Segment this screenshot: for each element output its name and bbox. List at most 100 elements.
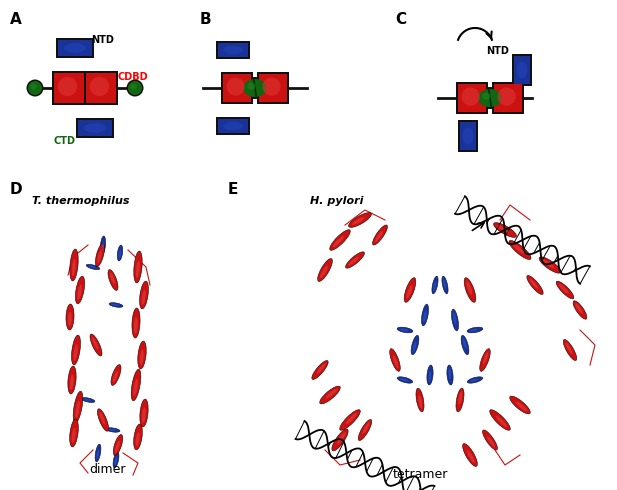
Ellipse shape	[565, 343, 573, 354]
Ellipse shape	[128, 81, 142, 95]
Ellipse shape	[312, 361, 328, 379]
Ellipse shape	[133, 379, 138, 396]
Ellipse shape	[512, 244, 524, 254]
Ellipse shape	[464, 278, 476, 302]
Ellipse shape	[223, 122, 242, 130]
Ellipse shape	[573, 301, 587, 319]
Ellipse shape	[317, 364, 326, 374]
Ellipse shape	[140, 399, 148, 427]
Ellipse shape	[407, 285, 412, 299]
Ellipse shape	[483, 352, 489, 365]
Bar	[52, 71, 86, 105]
Ellipse shape	[320, 386, 341, 404]
Bar	[78, 120, 112, 136]
Ellipse shape	[226, 77, 245, 96]
Text: A: A	[10, 12, 22, 27]
Ellipse shape	[346, 252, 365, 268]
Ellipse shape	[467, 377, 482, 383]
Bar	[460, 122, 476, 150]
Ellipse shape	[349, 257, 358, 266]
Bar	[492, 82, 524, 114]
Ellipse shape	[70, 374, 73, 390]
Ellipse shape	[397, 377, 413, 383]
Ellipse shape	[75, 276, 85, 304]
Ellipse shape	[139, 281, 149, 309]
Ellipse shape	[99, 412, 105, 424]
Ellipse shape	[81, 397, 95, 402]
Text: C: C	[395, 12, 406, 27]
Bar	[458, 84, 486, 112]
Ellipse shape	[106, 428, 120, 432]
Bar	[84, 71, 118, 105]
Bar	[56, 38, 94, 58]
Ellipse shape	[90, 334, 102, 356]
Bar	[259, 74, 287, 102]
Ellipse shape	[113, 452, 119, 468]
Ellipse shape	[358, 419, 371, 441]
Ellipse shape	[136, 261, 139, 278]
Text: T. thermophilus: T. thermophilus	[32, 196, 130, 206]
Ellipse shape	[241, 77, 269, 99]
Ellipse shape	[467, 450, 475, 463]
Text: E: E	[228, 182, 238, 197]
Ellipse shape	[136, 432, 140, 446]
Ellipse shape	[64, 43, 86, 53]
Ellipse shape	[95, 444, 101, 462]
Ellipse shape	[476, 87, 504, 109]
Bar	[218, 43, 248, 57]
Bar	[512, 54, 532, 86]
Ellipse shape	[470, 329, 478, 332]
Bar	[514, 56, 530, 84]
Ellipse shape	[118, 250, 121, 259]
Ellipse shape	[70, 419, 78, 447]
Ellipse shape	[332, 429, 348, 451]
Text: CDBD: CDBD	[118, 72, 149, 82]
Ellipse shape	[452, 309, 458, 331]
Ellipse shape	[132, 308, 140, 338]
Ellipse shape	[375, 231, 383, 242]
Ellipse shape	[86, 264, 100, 270]
Ellipse shape	[337, 432, 346, 444]
Ellipse shape	[111, 365, 121, 386]
Ellipse shape	[134, 251, 143, 283]
Text: D: D	[10, 182, 23, 197]
Ellipse shape	[27, 79, 44, 97]
Ellipse shape	[539, 257, 561, 273]
Bar	[458, 120, 478, 152]
Ellipse shape	[517, 62, 527, 78]
Ellipse shape	[542, 259, 554, 268]
Ellipse shape	[58, 77, 77, 96]
Ellipse shape	[92, 337, 98, 349]
Ellipse shape	[463, 443, 478, 466]
Ellipse shape	[362, 422, 370, 434]
Ellipse shape	[527, 275, 543, 294]
Ellipse shape	[83, 398, 91, 401]
Ellipse shape	[497, 225, 510, 233]
Ellipse shape	[131, 369, 141, 401]
Bar	[221, 72, 253, 104]
Ellipse shape	[223, 46, 242, 54]
Ellipse shape	[70, 249, 78, 281]
Text: NTD: NTD	[91, 35, 114, 45]
Ellipse shape	[142, 408, 146, 423]
Bar	[76, 118, 114, 138]
Ellipse shape	[72, 259, 76, 276]
Ellipse shape	[458, 392, 462, 405]
Ellipse shape	[443, 279, 446, 289]
Ellipse shape	[575, 303, 582, 314]
Ellipse shape	[113, 371, 118, 382]
Ellipse shape	[482, 93, 491, 100]
Ellipse shape	[563, 340, 577, 361]
Ellipse shape	[461, 335, 469, 355]
Ellipse shape	[397, 327, 413, 333]
Text: H. pylori: H. pylori	[310, 196, 363, 206]
Ellipse shape	[453, 312, 457, 324]
Ellipse shape	[117, 245, 123, 261]
Ellipse shape	[30, 83, 37, 90]
Ellipse shape	[97, 250, 102, 263]
Ellipse shape	[466, 281, 472, 295]
Ellipse shape	[393, 356, 399, 368]
Ellipse shape	[84, 123, 106, 133]
Ellipse shape	[101, 236, 106, 254]
Ellipse shape	[68, 366, 76, 394]
